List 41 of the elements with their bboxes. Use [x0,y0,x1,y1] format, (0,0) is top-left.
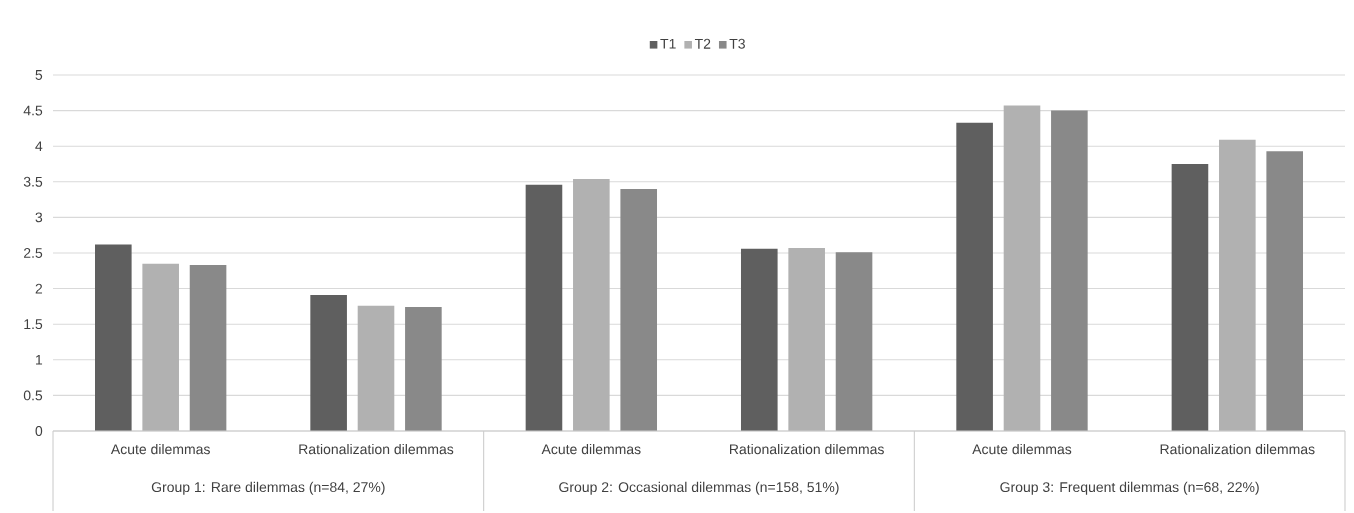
y-tick-label: 4.5 [23,105,43,116]
legend-label: T1 [660,38,676,49]
bar [1219,139,1256,431]
text: Group 1: Rare dilemmas (n=84, 27%) [151,481,385,495]
bar [357,305,395,431]
y-tick-label: 2.5 [23,248,43,258]
bar [1003,105,1041,431]
y-tick-label: 1.5 [24,319,43,330]
bar [620,188,658,431]
bar [1051,110,1088,431]
x-tick-label: Acute dilemmas [541,443,641,455]
x-tick-label: Rationalization dilemmas [730,443,884,455]
bar [573,178,610,431]
bar [405,307,442,431]
y-tick-label: 3 [35,212,43,223]
bar [1171,163,1209,431]
x-tick-label: Acute dilemmas [110,443,210,455]
bar [1266,151,1303,431]
bar [788,248,825,431]
text: Group 3: Frequent dilemmas (n=68, 22%) [1000,481,1259,495]
y-tick-label: 3.5 [23,176,43,187]
x-tick-label: Acute dilemmas [972,443,1072,455]
bar [835,252,873,431]
y-tick-label: 5 [35,70,43,80]
y-tick-label: 4 [35,141,43,152]
x-tick-label: Rationalization dilemmas [299,443,454,455]
y-tick-label: 0 [35,426,43,436]
bar [525,184,563,431]
y-tick-label: 2 [35,283,43,294]
x-tick-label: Rationalization dilemmas [1160,443,1315,455]
bar [95,244,132,431]
legend-label: T3 [729,38,745,49]
bar [189,265,227,431]
bar [142,263,179,431]
bar [956,122,993,431]
y-tick-label: 0.5 [23,390,43,401]
legend-label: T2 [694,38,711,49]
text: Group 2: Occasional dilemmas (n=158, 51%) [559,481,839,495]
bar [310,295,347,431]
bar [740,248,778,431]
y-tick-label: 1 [36,354,43,365]
